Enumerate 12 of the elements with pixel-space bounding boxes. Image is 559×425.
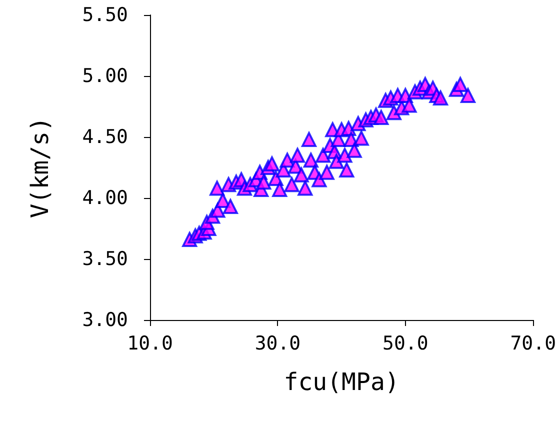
y-tick-label: 5.50 [82,4,128,26]
x-tick-label: 30.0 [254,332,301,354]
y-axis-title: V(km/s) [26,116,54,218]
y-tick-label: 4.50 [82,126,128,148]
x-tick-label: 70.0 [510,332,556,354]
x-tick-label: 50.0 [382,332,428,354]
y-tick-label: 4.00 [82,187,128,209]
x-tick-label: 10.0 [127,332,173,354]
x-axis-title: fcu(MPa) [284,368,400,396]
y-tick-label: 5.00 [82,65,128,87]
y-tick-label: 3.50 [82,248,128,270]
y-tick-label: 3.00 [82,309,128,331]
